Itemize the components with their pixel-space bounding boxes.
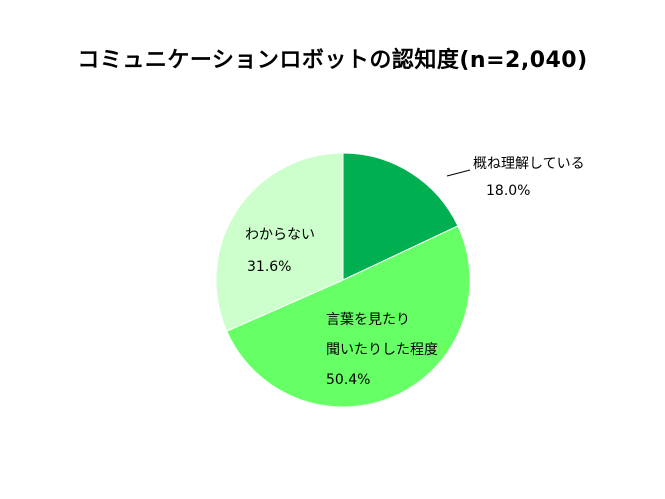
slice-label: 概ね理解している (473, 156, 585, 172)
slice-value-label: 18.0% (486, 183, 530, 199)
chart-title: コミュニケーションロボットの認知度(n=2,040) (77, 48, 588, 73)
pie-slice (226, 225, 471, 408)
pie-slices (215, 152, 471, 408)
slice-value-label: 31.6% (247, 259, 291, 275)
slice-label: 言葉を見たり (326, 312, 410, 328)
slice-value-label: 50.4% (326, 372, 370, 388)
pie-slice (215, 152, 344, 332)
leader-line (446, 169, 471, 177)
slice-label: わからない (245, 227, 315, 243)
slice-label: 聞いたりした程度 (326, 342, 438, 358)
pie-slice (342, 152, 459, 281)
